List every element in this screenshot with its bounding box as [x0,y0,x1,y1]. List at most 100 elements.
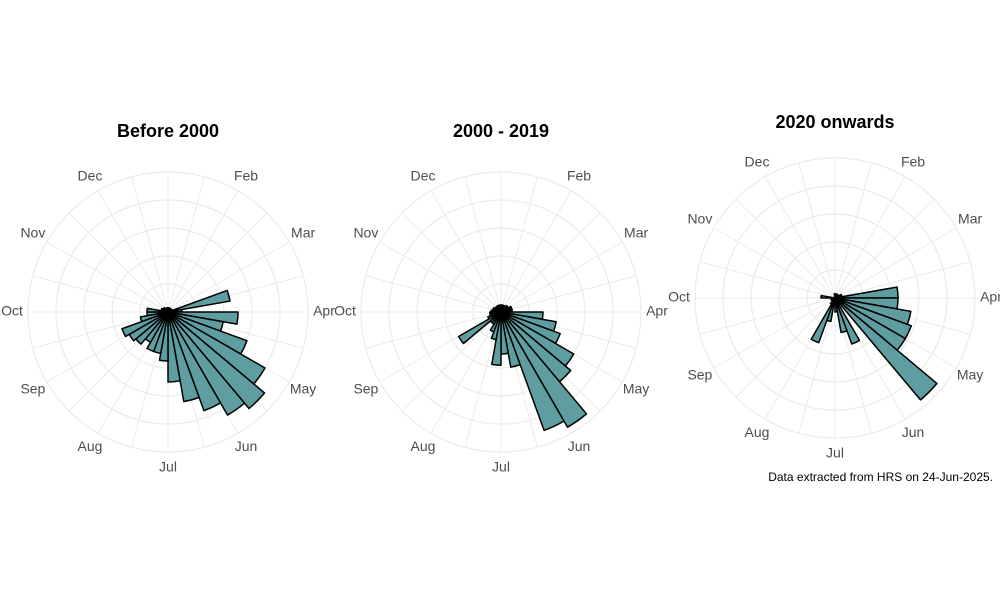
spoke [365,311,502,349]
month-label: Jul [159,459,177,475]
grid-ring [444,255,558,369]
spoke [46,241,169,313]
spoke [713,297,836,369]
bar [167,289,231,313]
bar [167,311,222,412]
bar [834,297,938,401]
month-label: Jul [492,459,510,475]
month-label: Feb [901,154,925,170]
spoke [167,212,268,313]
bar [499,304,502,313]
month-label: Dec [78,168,103,184]
grid-ring [55,199,281,425]
spoke [401,311,502,412]
month-label: May [957,367,983,383]
spoke [798,162,836,299]
panel-title: 2000 - 2019 [453,121,549,141]
month-label: Oct [1,303,23,319]
month-label: Aug [411,438,436,454]
grid-ring [83,227,253,397]
month-label: Dec [411,168,436,184]
spoke [713,227,836,299]
month-label: Mar [958,211,982,227]
spoke [834,198,935,299]
grid-ring [360,171,642,453]
grid-ring [694,157,976,439]
month-label: Mar [624,225,648,241]
month-label: Dec [745,154,770,170]
month-label: Nov [687,211,712,227]
bar [121,311,169,338]
polar-panel: Before 2000 Feb Mar Apr May Jun Jul Aug Sep Oct No… [1,121,335,475]
spoke [68,212,169,313]
bar [167,311,266,410]
bar [820,294,836,299]
bar [834,297,861,345]
spoke [167,190,239,313]
spoke [834,261,971,299]
spoke [500,190,572,313]
spoke [500,275,637,313]
month-label: Apr [980,289,1000,305]
month-label: Feb [234,168,258,184]
month-label: Apr [646,303,668,319]
month-label: Aug [745,424,770,440]
bar [167,311,200,403]
month-label: May [290,381,316,397]
spoke [735,297,836,398]
spoke [464,176,502,313]
spoke [834,227,957,299]
grid-ring [388,199,614,425]
bar [167,311,246,416]
month-label: Jun [568,438,591,454]
spoke [699,297,836,335]
bar [167,311,181,383]
spoke [430,190,502,313]
bar [500,311,588,428]
bar [500,311,521,368]
bar [500,311,565,432]
month-label: Jul [826,445,844,461]
month-label: Oct [334,303,356,319]
month-label: Nov [353,225,378,241]
spoke [500,212,601,313]
panel-title: 2020 onwards [775,112,894,132]
spoke [167,176,205,313]
spoke [379,241,502,313]
month-label: Oct [668,289,690,305]
spoke [735,198,836,299]
bar [810,297,836,344]
spoke [500,176,538,313]
bar [166,307,169,313]
spoke [500,241,623,313]
month-label: Aug [78,438,103,454]
month-label: Jun [902,424,925,440]
month-label: Apr [313,303,335,319]
spoke [699,261,836,299]
spoke [131,176,169,313]
spoke [834,162,872,299]
bar [457,311,502,345]
panel-title: Before 2000 [117,121,219,141]
bar [833,293,836,299]
polar-panel: 2020 onwards Feb Mar Apr May Jun Jul Aug Sep Oct N… [668,112,1000,461]
grid-ring [722,185,948,411]
grid-ring [416,227,586,397]
spoke [401,212,502,313]
polar-panel: 2000 - 2019 Feb Mar Apr May Jun Jul Aug Sep Oct No… [334,121,668,475]
bar [834,297,848,334]
spoke [167,241,290,313]
month-label: Nov [20,225,45,241]
month-label: Mar [291,225,315,241]
spoke [834,176,906,299]
month-label: May [623,381,649,397]
spoke [32,275,169,313]
month-label: Sep [353,381,378,397]
caption: Data extracted from HRS on 24-Jun-2025. [768,470,993,484]
spoke [430,311,502,434]
spoke [764,176,836,299]
month-label: Sep [20,381,45,397]
spoke [365,275,502,313]
spoke [97,190,169,313]
